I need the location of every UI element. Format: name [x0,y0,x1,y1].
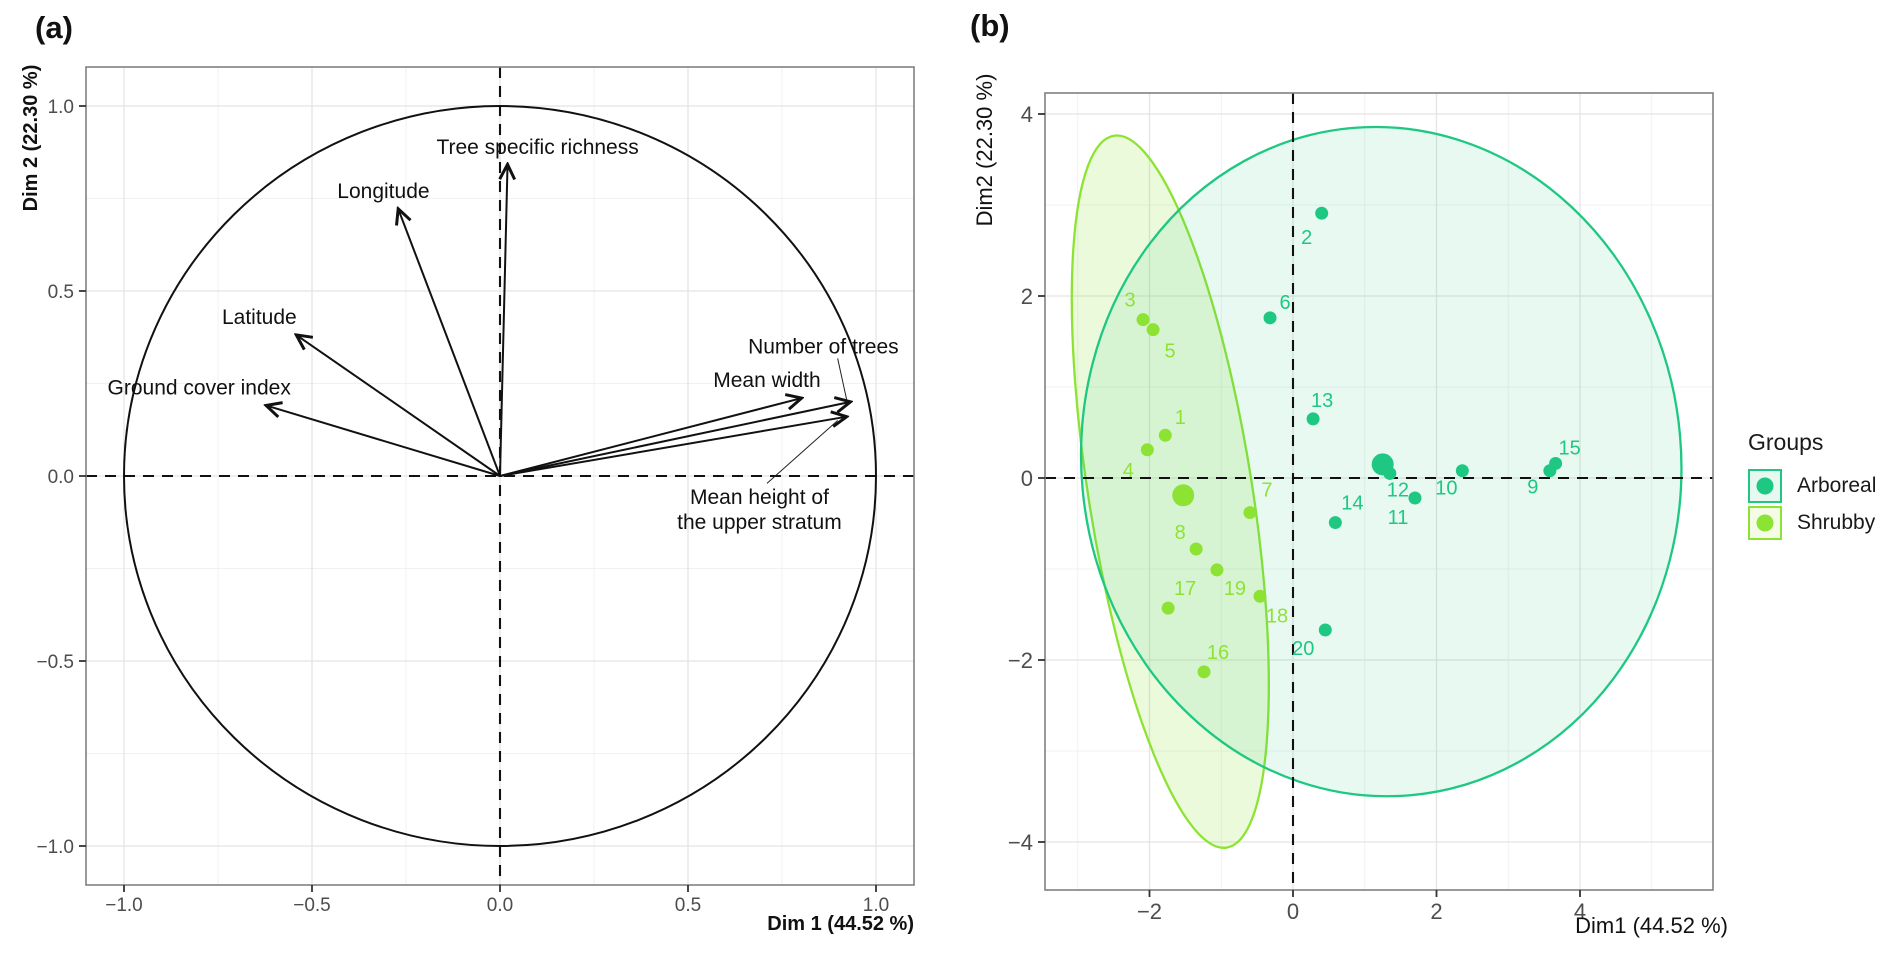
variable-label: Number of trees [748,336,899,359]
data-point [1243,506,1257,520]
data-point [1189,542,1203,556]
point-label: 9 [1527,477,1538,499]
y-tick-label: 2 [1021,284,1033,309]
variable-arrow [297,335,501,477]
data-point [1253,589,1267,603]
data-point [1146,323,1160,337]
legend-title: Groups [1748,429,1824,455]
label-leader-line [837,358,848,400]
y-tick-label: 0 [1021,466,1033,491]
x-tick-label: −2 [1137,899,1162,924]
variable-arrow [499,402,850,477]
point-label: 4 [1123,460,1134,482]
point-label: 15 [1558,437,1580,459]
panel-a-plot-area: Tree specific richness Longitude Latitude G… [36,66,915,916]
y-tick-label: −1.0 [36,837,74,858]
point-label: 5 [1165,341,1176,363]
y-tick-label: 0.0 [48,467,74,488]
point-label: 3 [1124,290,1135,312]
data-point [1210,563,1224,577]
unit-correlation-circle [123,105,877,847]
panel-a-tag: (a) [35,10,73,45]
arboreal-centroid-point [1371,453,1394,476]
variable-arrow [500,165,508,477]
arboreal-dot-icon [1756,477,1774,494]
point-label: 18 [1266,605,1288,627]
variable-label: Mean height of the upper stratum [677,486,842,534]
data-point [1161,601,1175,615]
legend-label-arboreal: Arboreal [1797,473,1877,497]
label-leader-line [766,420,838,484]
variable-label: Longitude [337,180,429,203]
data-point [1455,464,1469,478]
point-label: 10 [1435,478,1457,500]
data-point [1315,206,1329,220]
point-label: 2 [1301,227,1312,249]
y-tick-label: −0.5 [36,652,74,673]
data-point [1318,623,1332,637]
point-label: 14 [1341,493,1363,515]
variable-label: Ground cover index [108,376,292,399]
point-label: 20 [1292,638,1314,660]
y-tick-label: −4 [1008,830,1033,855]
shrubby-centroid-point [1172,484,1195,507]
variable-label: Latitude [222,306,297,329]
y-tick-label: 4 [1021,102,1033,127]
point-label: 17 [1174,578,1196,600]
y-tick-label: 1.0 [48,97,74,118]
x-tick-label: 4 [1574,899,1586,924]
point-label: 16 [1207,642,1229,664]
x-tick-label: 0.5 [675,895,701,916]
legend-item-arboreal: Arboreal [1748,467,1876,504]
panel-a-y-axis-title: Dim 2 (22.30 %) [20,64,42,212]
panel-a-x-axis-title: Dim 1 (44.52 %) [767,913,914,935]
legend-item-shrubby: Shrubby [1748,504,1876,541]
data-point [1306,412,1320,426]
variable-arrow [267,406,501,477]
point-label: 12 [1387,479,1409,501]
panel-b-y-axis-title: Dim2 (22.30 %) [972,73,997,227]
point-label: 11 [1388,507,1409,529]
panel-b-tag: (b) [970,8,1010,43]
point-label: 6 [1279,292,1290,314]
shrubby-group-ellipse [1070,134,1270,849]
point-label: 7 [1261,480,1272,502]
data-point [1158,428,1172,442]
point-label: 8 [1175,522,1186,544]
data-point [1140,443,1154,457]
shrubby-key-icon [1748,505,1782,540]
variable-arrow [398,210,501,477]
variable-arrow [499,417,846,477]
y-tick-label: −2 [1008,648,1033,673]
panel-b-x-axis-title: Dim1 (44.52 %) [1575,913,1728,938]
data-point [1263,311,1277,325]
x-tick-label: 2 [1430,899,1442,924]
data-point [1136,313,1150,327]
point-label: 13 [1311,390,1333,412]
x-tick-label: 1.0 [863,895,889,916]
variable-arrow [499,398,801,477]
x-tick-label: 0.0 [487,895,513,916]
x-tick-label: 0 [1287,899,1299,924]
data-point [1328,516,1342,530]
variable-label: Tree specific richness [436,136,638,159]
data-point [1408,491,1422,505]
arboreal-key-icon [1748,468,1782,503]
y-tick-label: 0.5 [48,282,74,303]
x-tick-label: −1.0 [105,895,143,916]
point-label: 1 [1175,407,1186,429]
data-point [1549,456,1563,470]
panel-border [1044,92,1714,891]
point-label: 19 [1224,578,1246,600]
shrubby-dot-icon [1756,514,1774,531]
x-tick-label: −0.5 [293,895,331,916]
data-point [1197,665,1211,679]
legend-label-shrubby: Shrubby [1797,510,1876,534]
groups-legend: Groups Arboreal Shrubby [1748,429,1876,541]
variable-label: Mean width [713,369,820,392]
